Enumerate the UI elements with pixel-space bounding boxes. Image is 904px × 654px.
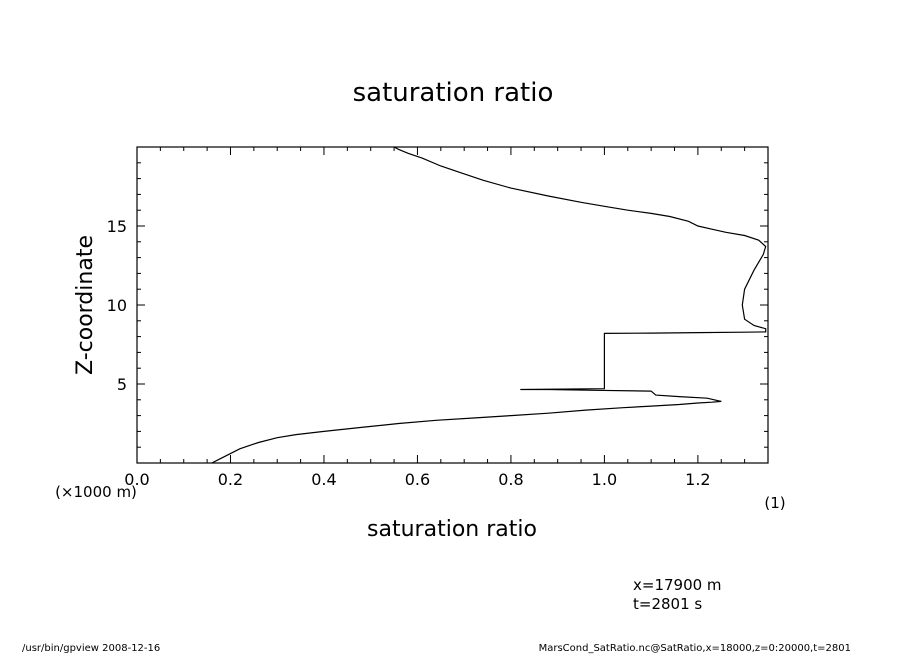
x-tick-label: 0.6 [405, 470, 430, 489]
annotation-time: t=2801 s [633, 595, 702, 613]
x-tick-label: 1.2 [685, 470, 710, 489]
y-axis-unit-label: (×1000 m) [55, 483, 137, 501]
annotation-position-x: x=17900 m [633, 576, 722, 594]
x-tick-label: 0.8 [498, 470, 523, 489]
x-tick-label: 0.0 [124, 470, 149, 489]
plot-frame [136, 146, 769, 464]
chart-title: saturation ratio [353, 78, 554, 108]
y-tick-label: 10 [107, 296, 127, 315]
x-tick-label: 0.4 [311, 470, 336, 489]
x-tick-label: 0.2 [218, 470, 243, 489]
x-tick-label: 1.0 [592, 470, 617, 489]
axis-ticks [136, 146, 769, 464]
y-tick-labels: 5 10 15 [107, 217, 127, 394]
y-tick-label: 15 [107, 217, 127, 236]
x-axis-unit-label: (1) [764, 494, 785, 512]
x-axis-label: saturation ratio [367, 517, 537, 542]
x-tick-labels: 0.0 0.2 0.4 0.6 0.8 1.0 1.2 [124, 470, 710, 489]
footer-right: MarsCond_SatRatio.nc@SatRatio,x=18000,z=… [539, 643, 851, 654]
footer-left: /usr/bin/gpview 2008-12-16 [22, 643, 160, 654]
series-line-saturation-ratio [211, 146, 767, 464]
y-tick-label: 5 [117, 375, 127, 394]
y-axis-label: Z-coordinate [73, 235, 98, 375]
